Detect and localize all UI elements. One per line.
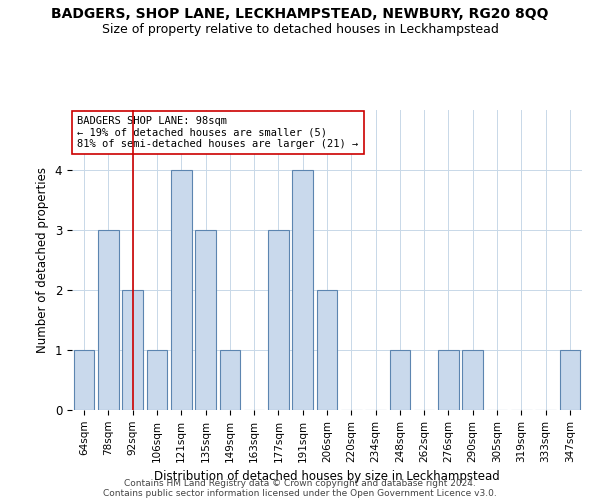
- Bar: [268, 230, 289, 410]
- Bar: [438, 350, 459, 410]
- Bar: [195, 230, 216, 410]
- Bar: [389, 350, 410, 410]
- Bar: [317, 290, 337, 410]
- Bar: [220, 350, 240, 410]
- Bar: [122, 290, 143, 410]
- X-axis label: Distribution of detached houses by size in Leckhampstead: Distribution of detached houses by size …: [154, 470, 500, 483]
- Bar: [560, 350, 580, 410]
- Text: BADGERS SHOP LANE: 98sqm
← 19% of detached houses are smaller (5)
81% of semi-de: BADGERS SHOP LANE: 98sqm ← 19% of detach…: [77, 116, 358, 149]
- Y-axis label: Number of detached properties: Number of detached properties: [36, 167, 49, 353]
- Bar: [463, 350, 483, 410]
- Text: BADGERS, SHOP LANE, LECKHAMPSTEAD, NEWBURY, RG20 8QQ: BADGERS, SHOP LANE, LECKHAMPSTEAD, NEWBU…: [51, 8, 549, 22]
- Bar: [74, 350, 94, 410]
- Bar: [146, 350, 167, 410]
- Bar: [98, 230, 119, 410]
- Text: Contains public sector information licensed under the Open Government Licence v3: Contains public sector information licen…: [103, 488, 497, 498]
- Bar: [171, 170, 191, 410]
- Text: Size of property relative to detached houses in Leckhampstead: Size of property relative to detached ho…: [101, 22, 499, 36]
- Text: Contains HM Land Registry data © Crown copyright and database right 2024.: Contains HM Land Registry data © Crown c…: [124, 478, 476, 488]
- Bar: [292, 170, 313, 410]
